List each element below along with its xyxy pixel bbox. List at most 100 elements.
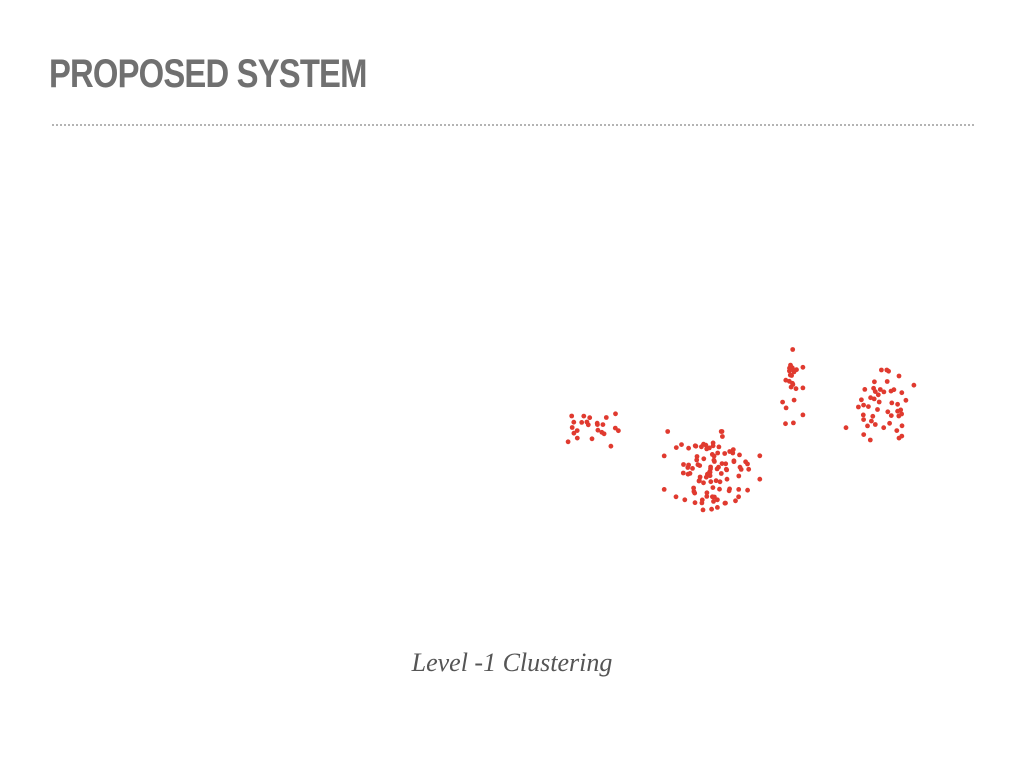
data-point <box>783 421 788 427</box>
data-point <box>911 382 917 388</box>
data-point <box>694 457 700 463</box>
data-point <box>724 476 730 482</box>
data-point <box>791 397 797 403</box>
data-point <box>791 368 797 374</box>
data-point <box>736 487 742 492</box>
data-point <box>589 436 595 442</box>
data-point <box>757 453 763 459</box>
data-point <box>881 389 887 395</box>
data-point <box>870 413 876 419</box>
data-point <box>711 457 717 463</box>
data-point <box>571 430 577 436</box>
data-point <box>712 494 717 500</box>
data-point <box>603 415 609 420</box>
data-point <box>709 506 714 512</box>
data-point <box>694 454 700 459</box>
data-point <box>616 428 621 434</box>
data-point <box>716 444 722 450</box>
data-point <box>715 497 720 503</box>
data-point <box>881 425 887 431</box>
data-point <box>722 500 728 506</box>
data-point <box>746 466 752 472</box>
data-point <box>885 409 891 415</box>
data-point <box>903 397 909 403</box>
data-point <box>569 413 575 419</box>
data-point <box>707 469 712 475</box>
data-point <box>800 412 806 418</box>
data-point <box>872 379 877 385</box>
data-point <box>673 445 679 450</box>
data-point <box>884 379 890 384</box>
cluster-3 <box>780 347 806 427</box>
data-point <box>793 386 799 392</box>
data-point <box>786 378 792 384</box>
data-point <box>875 392 881 398</box>
data-point <box>571 419 577 425</box>
data-point <box>679 442 684 447</box>
data-point <box>879 367 884 373</box>
data-point <box>896 435 902 441</box>
data-point <box>713 478 719 484</box>
data-point <box>661 453 667 459</box>
data-point <box>733 498 738 504</box>
data-point <box>869 418 874 424</box>
data-point <box>690 466 695 471</box>
data-point <box>581 413 587 419</box>
data-point <box>707 473 713 479</box>
data-point <box>887 420 892 426</box>
data-point <box>788 362 793 368</box>
data-point <box>719 429 725 434</box>
data-point <box>888 388 894 394</box>
data-point <box>895 401 900 407</box>
data-point <box>730 450 736 456</box>
data-point <box>723 461 729 467</box>
data-point <box>866 404 871 409</box>
data-point <box>720 434 725 439</box>
data-point <box>780 399 785 405</box>
data-point <box>682 497 688 503</box>
data-point <box>787 368 792 374</box>
data-point <box>737 464 743 470</box>
data-point <box>737 452 742 458</box>
data-point <box>715 450 721 456</box>
data-point <box>708 479 714 485</box>
data-point <box>696 478 702 484</box>
data-point <box>681 462 686 467</box>
data-point <box>724 467 730 473</box>
data-point <box>691 485 696 491</box>
data-point <box>860 412 866 418</box>
data-point <box>595 427 601 433</box>
data-point <box>600 422 606 427</box>
title-divider <box>52 124 974 126</box>
data-point <box>877 387 883 392</box>
data-point <box>701 480 706 486</box>
data-point <box>680 470 686 476</box>
data-point <box>699 444 704 450</box>
data-point <box>856 404 861 410</box>
data-point <box>875 407 880 412</box>
data-point <box>701 456 707 462</box>
data-point <box>673 494 679 500</box>
data-point <box>867 437 873 443</box>
figure-caption: Level -1 Clustering <box>411 648 613 677</box>
data-point <box>665 429 671 434</box>
data-point <box>788 384 794 390</box>
data-point <box>872 422 878 427</box>
data-point <box>896 373 902 379</box>
slide-title: PROPOSED SYSTEM <box>49 52 367 96</box>
data-point <box>569 425 575 430</box>
data-point <box>579 420 585 425</box>
data-point <box>868 395 873 401</box>
data-point <box>717 479 723 485</box>
data-point <box>871 385 876 391</box>
data-point <box>608 443 614 449</box>
data-point <box>613 411 618 417</box>
data-point <box>717 486 722 492</box>
data-point <box>692 443 698 449</box>
data-point <box>791 420 796 426</box>
data-point <box>700 507 706 513</box>
data-point <box>687 471 693 476</box>
cluster-4 <box>843 367 917 443</box>
data-point <box>661 487 667 492</box>
